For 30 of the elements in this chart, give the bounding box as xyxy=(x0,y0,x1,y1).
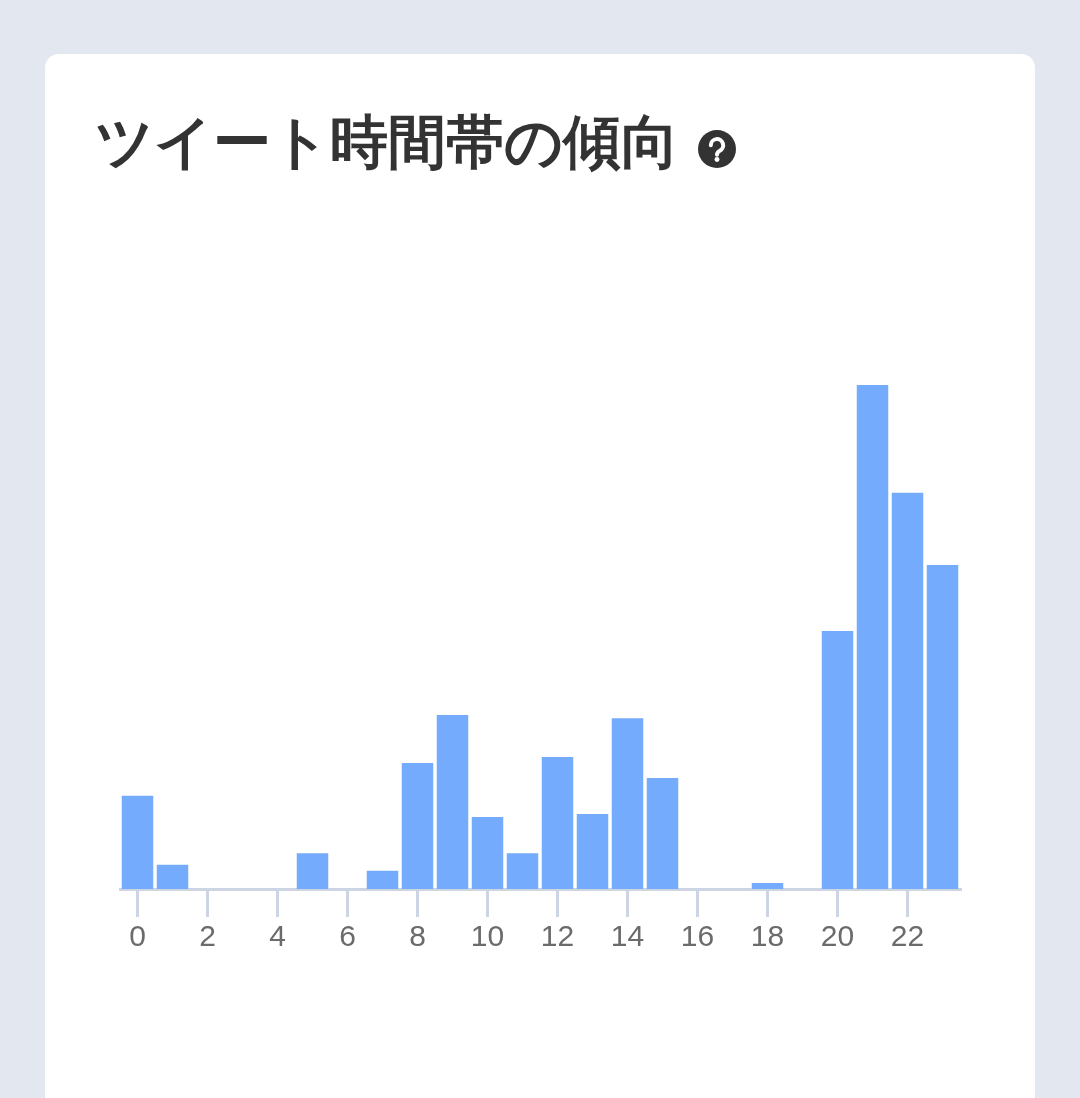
chart-title: ツイート時間帯の傾向 xyxy=(95,108,679,176)
x-tick-label: 20 xyxy=(820,919,855,953)
x-tick-label: 16 xyxy=(680,919,715,953)
bar xyxy=(366,870,399,889)
bar xyxy=(296,853,329,889)
bar xyxy=(926,564,959,889)
bar xyxy=(751,882,784,889)
x-tick-label: 12 xyxy=(540,919,575,953)
x-tick-label: 0 xyxy=(129,919,146,953)
bar xyxy=(401,763,434,889)
bar xyxy=(646,778,679,889)
bar xyxy=(121,795,154,889)
x-tick-label: 2 xyxy=(199,919,216,953)
bar xyxy=(891,492,924,889)
bar xyxy=(856,385,889,889)
x-tick-label: 8 xyxy=(409,919,426,953)
bar xyxy=(436,715,469,889)
bar xyxy=(611,718,644,889)
x-tick-label: 10 xyxy=(470,919,505,953)
bar xyxy=(156,864,189,889)
x-tick-label: 6 xyxy=(339,919,356,953)
bar xyxy=(821,630,854,889)
bar xyxy=(541,756,574,889)
bar xyxy=(576,813,609,889)
x-tick-label: 14 xyxy=(610,919,645,953)
x-tick-label: 4 xyxy=(269,919,286,953)
bar xyxy=(471,816,504,889)
x-tick-label: 22 xyxy=(890,919,925,953)
bar xyxy=(506,853,539,889)
x-tick-label: 18 xyxy=(750,919,785,953)
